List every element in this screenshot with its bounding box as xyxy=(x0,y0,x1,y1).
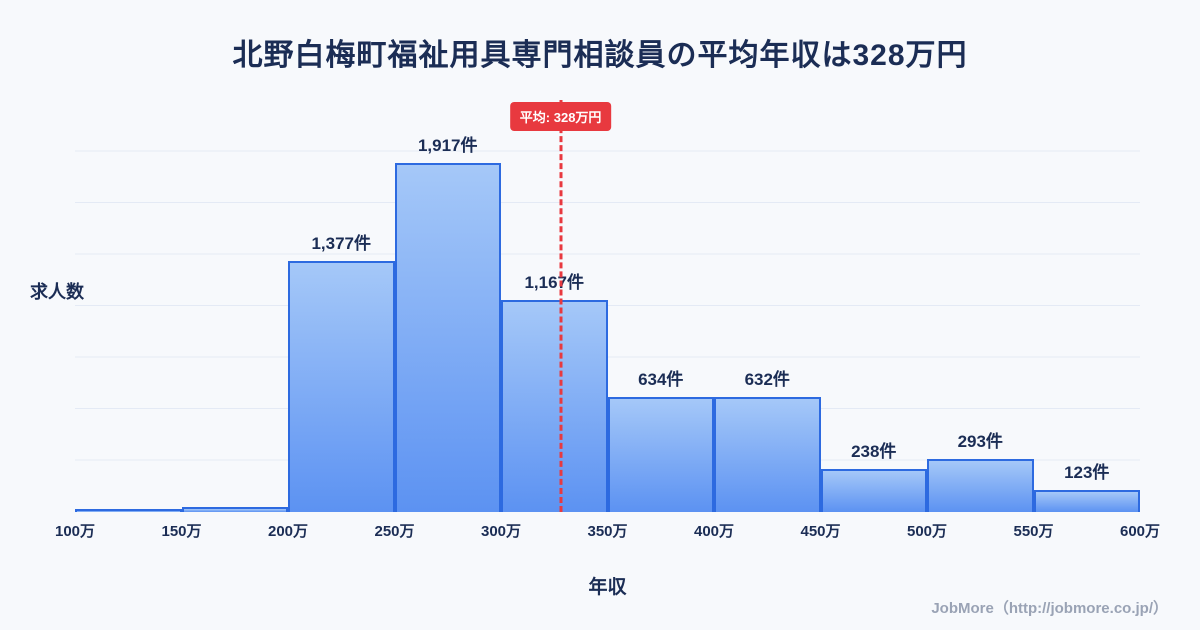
bar-value-label: 123件 xyxy=(1064,463,1110,482)
bar-value-label: 1,917件 xyxy=(417,136,478,155)
bar-slot: 123件 xyxy=(1033,100,1140,512)
bar-value-label: 293件 xyxy=(957,432,1003,451)
x-tick-label: 350万 xyxy=(587,523,628,540)
histogram-bar xyxy=(607,397,714,512)
x-tick-label: 450万 xyxy=(800,523,841,540)
bar-slot: 1,917件 xyxy=(394,100,501,512)
bar-value-label: 1,167件 xyxy=(524,273,585,292)
bar-slot: 1,167件 xyxy=(501,100,608,512)
x-tick-label: 150万 xyxy=(161,523,202,540)
bars-container: 1,377件 1,917件 1,167件 634件 632件 238件 293件 123件 xyxy=(75,100,1140,512)
x-axis-ticks: 100万 150万 200万 250万 300万 350万 400万 450万 500万 550万… xyxy=(55,520,1160,542)
plot-area: 1,377件 1,917件 1,167件 634件 632件 238件 293件 123件 平… xyxy=(75,100,1140,512)
histogram-bar xyxy=(288,261,395,512)
histogram-bar xyxy=(820,469,927,512)
histogram-bar xyxy=(927,459,1034,512)
histogram-bar xyxy=(394,163,501,512)
bar-slot: 1,377件 xyxy=(288,100,395,512)
x-tick-label: 550万 xyxy=(1013,523,1054,540)
footer-credit: JobMore（http://jobmore.co.jp/） xyxy=(931,600,1168,617)
bar-value-label: 1,377件 xyxy=(311,234,372,253)
x-tick-label: 200万 xyxy=(267,523,309,540)
histogram-bar xyxy=(714,397,821,512)
x-tick-label: 600万 xyxy=(1119,523,1161,540)
histogram-bar xyxy=(181,507,288,512)
bar-slot: 634件 xyxy=(607,100,714,512)
bar-slot xyxy=(75,100,182,512)
bar-slot: 238件 xyxy=(820,100,927,512)
x-tick-label: 300万 xyxy=(480,523,522,540)
histogram-bar xyxy=(501,300,608,512)
chart-title: 北野白梅町福祉用具専門相談員の平均年収は328万円 xyxy=(232,39,968,72)
x-tick-label: 100万 xyxy=(54,523,96,540)
x-tick-label: 250万 xyxy=(374,523,415,540)
bar-value-label: 632件 xyxy=(744,370,790,389)
bar-value-label: 238件 xyxy=(851,442,897,461)
x-tick-label: 500万 xyxy=(906,523,948,540)
bar-slot: 632件 xyxy=(714,100,821,512)
histogram-bar xyxy=(75,509,182,512)
histogram-bar xyxy=(1033,490,1140,512)
y-axis-label: 求人数 xyxy=(30,282,84,302)
bar-slot xyxy=(181,100,288,512)
average-badge: 平均: 328万円 xyxy=(509,102,612,131)
x-axis-label: 年収 xyxy=(588,577,627,598)
bar-value-label: 634件 xyxy=(638,370,684,389)
x-tick-label: 400万 xyxy=(693,523,735,540)
average-line xyxy=(559,100,563,512)
bar-slot: 293件 xyxy=(927,100,1034,512)
